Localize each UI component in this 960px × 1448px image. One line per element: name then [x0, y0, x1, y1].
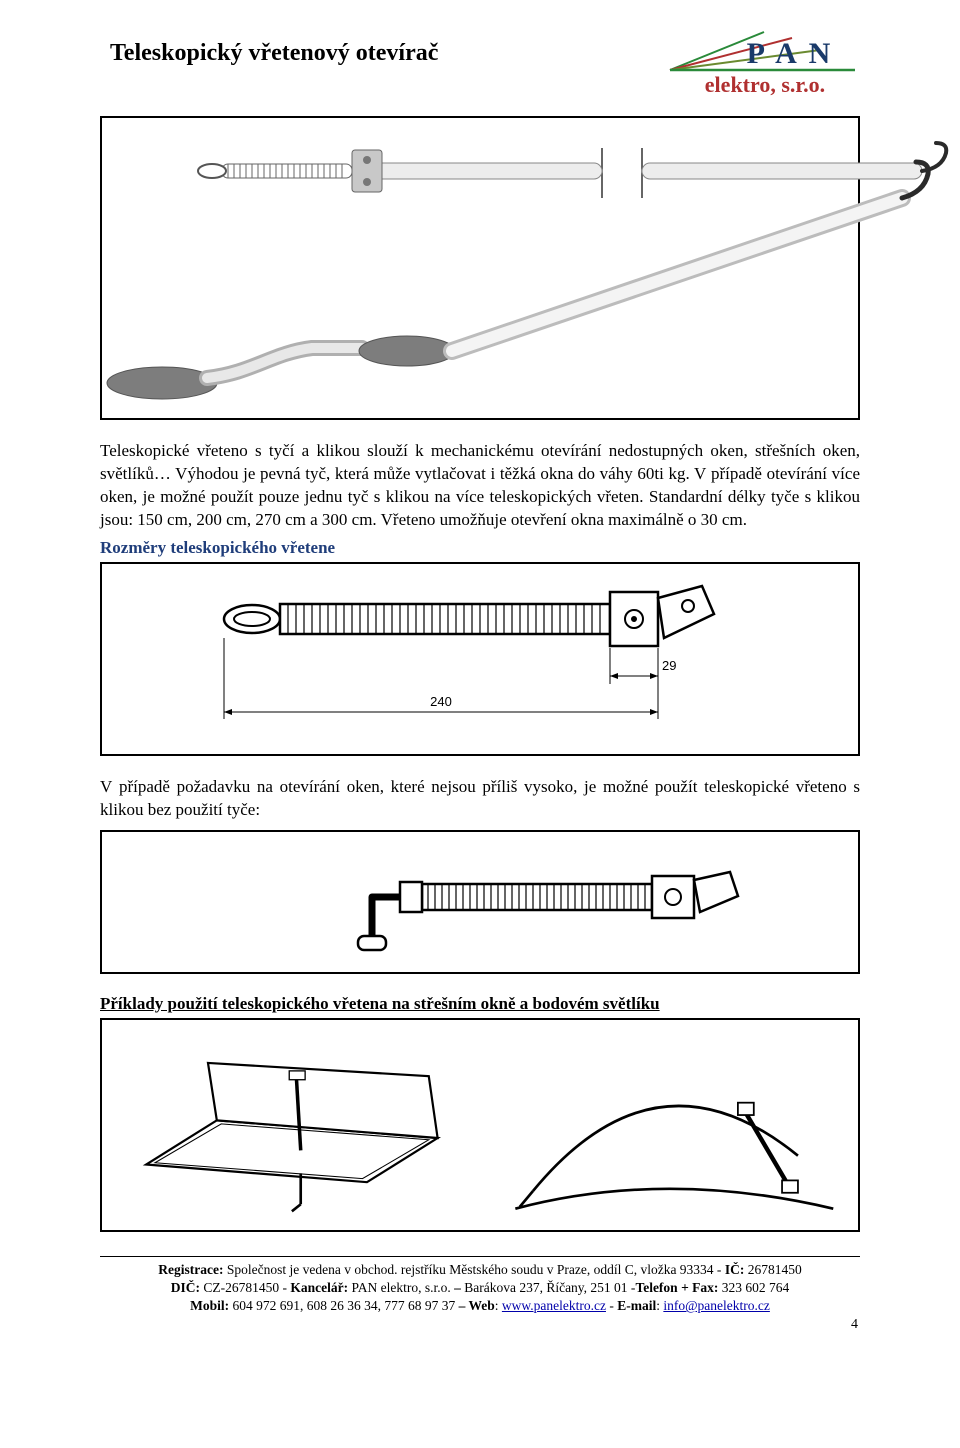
- footer-line-2: DIČ: CZ-26781450 - Kancelář: PAN elektro…: [100, 1279, 860, 1297]
- paragraph-no-pole: V případě požadavku na otevírání oken, k…: [100, 776, 860, 822]
- footer-label-email: E-mail: [617, 1298, 656, 1313]
- roof-window-illustration: [102, 1020, 480, 1226]
- footer-label-web: Web: [465, 1298, 494, 1313]
- logo-brand-bottom: elektro, s.r.o.: [705, 72, 825, 97]
- subheading-examples: Příklady použití teleskopického vřetena …: [100, 994, 860, 1014]
- page-container: Teleskopický vřetenový otevírač P A N el…: [50, 0, 910, 1353]
- header-row: Teleskopický vřetenový otevírač P A N el…: [100, 30, 860, 104]
- footer-label-ic: IČ:: [725, 1262, 745, 1277]
- subheading-dimensions: Rozměry teleskopického vřetene: [100, 538, 860, 558]
- page-title: Teleskopický vřetenový otevírač: [100, 30, 438, 67]
- logo-brand-top: P A N: [747, 37, 834, 70]
- footer-line-1: Registrace: Společnost je vedena v obcho…: [100, 1261, 860, 1279]
- footer-line-3: Mobil: 604 972 691, 608 26 36 34, 777 68…: [100, 1297, 860, 1315]
- footer-web-link[interactable]: www.panelektro.cz: [502, 1298, 606, 1313]
- dim-overall-length: 240: [430, 694, 452, 709]
- footer-label-registrace: Registrace:: [158, 1262, 223, 1277]
- footer-label-mobil: Mobil:: [190, 1298, 229, 1313]
- examples-box: [100, 1018, 860, 1232]
- dome-skylight-illustration: [480, 1020, 858, 1226]
- footer-label-telfax: Telefon + Fax:: [635, 1280, 718, 1295]
- page-number: 4: [100, 1317, 860, 1333]
- paragraph-description: Teleskopické vřeteno s tyčí a klikou slo…: [100, 440, 860, 532]
- dimensions-diagram-box: 29 240: [100, 562, 860, 756]
- footer-block: Registrace: Společnost je vedena v obcho…: [100, 1256, 860, 1316]
- footer-email-link[interactable]: info@panelektro.cz: [663, 1298, 770, 1313]
- product-photo-box: [100, 116, 860, 420]
- dim-bracket-width: 29: [662, 658, 676, 673]
- crank-diagram-box: [100, 830, 860, 974]
- brand-logo: P A N elektro, s.r.o.: [660, 30, 860, 104]
- footer-label-dic: DIČ:: [171, 1280, 200, 1295]
- footer-label-kancelar: Kancelář:: [290, 1280, 348, 1295]
